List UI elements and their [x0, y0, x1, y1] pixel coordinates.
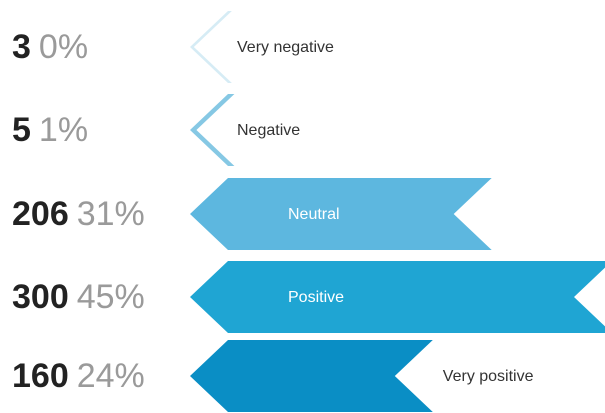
percent: 0% — [39, 28, 88, 66]
value-label: 3 0% — [12, 28, 88, 66]
bar — [190, 11, 232, 83]
category-label: Very positive — [443, 368, 534, 385]
bar — [190, 178, 492, 250]
value-label: 206 31% — [12, 195, 145, 233]
count: 3 — [12, 28, 31, 66]
bar — [190, 261, 605, 333]
percent: 1% — [39, 111, 88, 149]
value-label: 5 1% — [12, 111, 88, 149]
value-label: 300 45% — [12, 278, 145, 316]
value-label: 160 24% — [12, 357, 145, 395]
count: 160 — [12, 357, 69, 395]
percent: 31% — [77, 195, 145, 233]
percent: 24% — [77, 357, 145, 395]
count: 5 — [12, 111, 31, 149]
category-label: Positive — [288, 289, 344, 306]
count: 206 — [12, 195, 69, 233]
percent: 45% — [77, 278, 145, 316]
category-label: Very negative — [237, 39, 334, 56]
category-label: Negative — [237, 122, 300, 139]
category-label: Neutral — [288, 206, 340, 223]
count: 300 — [12, 278, 69, 316]
bar — [190, 340, 433, 412]
bar — [190, 94, 235, 166]
